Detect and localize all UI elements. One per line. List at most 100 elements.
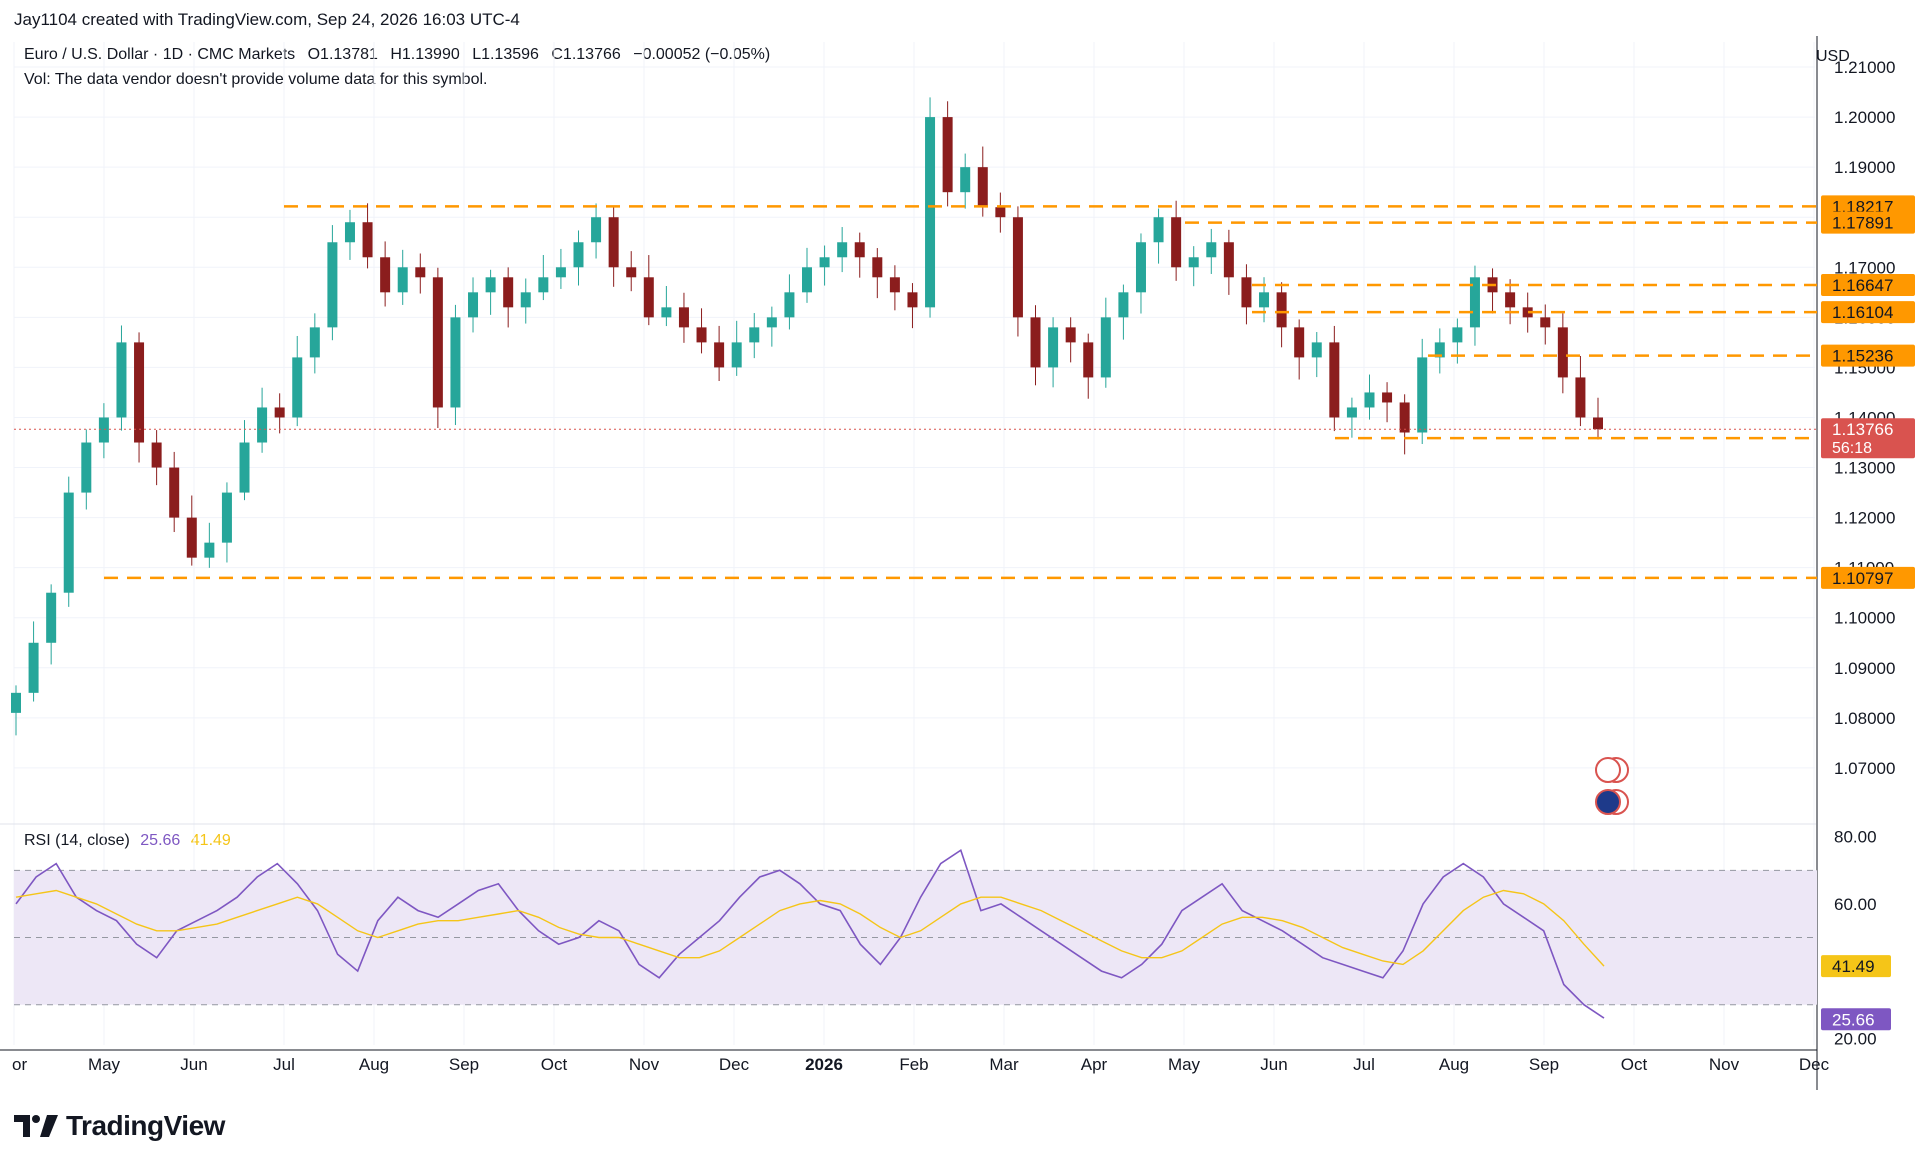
candle-body (98, 417, 109, 443)
candle-body (854, 242, 865, 258)
currency-label[interactable]: USD (1816, 48, 1850, 65)
candle-body (432, 277, 443, 408)
volume-note: Vol: The data vendor doesn't provide vol… (24, 71, 488, 88)
candle-body (81, 442, 92, 493)
candle-body (872, 257, 883, 278)
rsi-label[interactable]: RSI (14, close) (24, 832, 130, 849)
candle-body (661, 307, 672, 318)
candle-body (643, 277, 654, 318)
candle-body (1399, 402, 1410, 433)
candle-body (292, 357, 303, 418)
candle-body (678, 307, 689, 328)
candle-body (1311, 342, 1322, 358)
candle-body (696, 327, 707, 343)
candle-body (380, 257, 391, 293)
time-tick-label: Aug (359, 1055, 389, 1074)
rsi-tick-label: 80.00 (1834, 828, 1877, 847)
candle-body (1030, 317, 1041, 368)
open-value: O1.13781 (307, 46, 378, 63)
rsi-series-line (15, 848, 1605, 1019)
time-tick-label: Oct (541, 1055, 568, 1074)
price-tick-label: 1.10000 (1834, 609, 1895, 628)
time-tick-label: Aug (1439, 1055, 1469, 1074)
level-price-tag (1821, 301, 1915, 324)
level-price-label: 1.18217 (1832, 197, 1893, 216)
time-tick-label: May (1168, 1055, 1201, 1074)
time-tick-label: 2026 (805, 1055, 843, 1074)
candle-body (837, 242, 848, 258)
candle-body (538, 277, 549, 293)
time-tick-label: Jun (180, 1055, 207, 1074)
time-tick-label: Mar (989, 1055, 1019, 1074)
countdown-label: 56:18 (1832, 440, 1872, 457)
candle-body (766, 317, 777, 328)
level-price-tag (1821, 344, 1915, 367)
candle-body (608, 217, 619, 268)
time-tick-label: Jul (1353, 1055, 1375, 1074)
price-tick-label: 1.21000 (1834, 58, 1895, 77)
time-tick-label: May (88, 1055, 121, 1074)
price-tick-label: 1.09000 (1834, 659, 1895, 678)
price-tick-label: 1.08000 (1834, 709, 1895, 728)
candle-body (714, 342, 725, 368)
candle-body (1522, 307, 1533, 318)
candle-body (1469, 277, 1480, 328)
brand-name: TradingView (66, 1110, 225, 1141)
candle-body (63, 492, 74, 593)
candles-group (11, 97, 1603, 736)
candle-body (1417, 357, 1428, 433)
candle-body (151, 442, 162, 468)
candle-body (1540, 317, 1551, 328)
candle-body (204, 542, 215, 558)
symbol-label[interactable]: Euro / U.S. Dollar · 1D · CMC Markets (24, 46, 296, 63)
price-tick-label: 1.07000 (1834, 759, 1895, 778)
candle-body (1382, 392, 1393, 403)
candle-body (1171, 217, 1182, 268)
candle-body (309, 327, 320, 358)
candle-body (1065, 327, 1076, 343)
time-tick-label: Nov (1709, 1055, 1740, 1074)
candle-body (221, 492, 232, 543)
candle-body (1346, 407, 1357, 418)
level-price-label: 1.16104 (1832, 303, 1893, 322)
candle-body (591, 217, 602, 243)
candle-body (46, 592, 57, 643)
level-price-tag (1821, 273, 1915, 296)
candle-body (1259, 292, 1270, 308)
candle-body (1083, 342, 1094, 378)
rsi-series-line (15, 889, 1605, 967)
candle-body (274, 407, 285, 418)
candle-body (362, 222, 373, 258)
candle-body (749, 327, 760, 343)
level-price-label: 1.10797 (1832, 569, 1893, 588)
candle-body (1364, 392, 1375, 408)
candle-body (397, 267, 408, 293)
candle-body (28, 642, 39, 693)
candle-body (1153, 217, 1164, 243)
tradingview-logo[interactable]: TradingView (14, 1110, 225, 1142)
candle-body (995, 207, 1006, 218)
close-value: C1.13766 (551, 46, 621, 63)
candle-body (1575, 377, 1586, 418)
time-tick-label: Jun (1260, 1055, 1287, 1074)
candle-body (1135, 242, 1146, 293)
price-tick-label: 1.12000 (1834, 509, 1895, 528)
rsi-ma-value: 41.49 (190, 832, 231, 849)
time-tick-label: Sep (449, 1055, 479, 1074)
level-price-tag (1821, 566, 1915, 589)
change-value: −0.00052 (−0.05%) (633, 46, 771, 63)
candle-body (344, 222, 355, 243)
candle-body (802, 267, 812, 293)
candle-body (731, 342, 742, 368)
low-value: L1.13596 (472, 46, 539, 63)
candle-body (784, 292, 795, 318)
time-tick-label: Jul (273, 1055, 295, 1074)
symbol-legend: Euro / U.S. Dollar · 1D · CMC Markets O1… (24, 46, 770, 64)
candle-body (1188, 257, 1199, 268)
event-flag-icon (1595, 757, 1621, 783)
time-tick-label: Nov (629, 1055, 660, 1074)
price-tick-label: 1.20000 (1834, 108, 1895, 127)
last-price-tag (1821, 418, 1915, 459)
candle-body (626, 267, 637, 278)
